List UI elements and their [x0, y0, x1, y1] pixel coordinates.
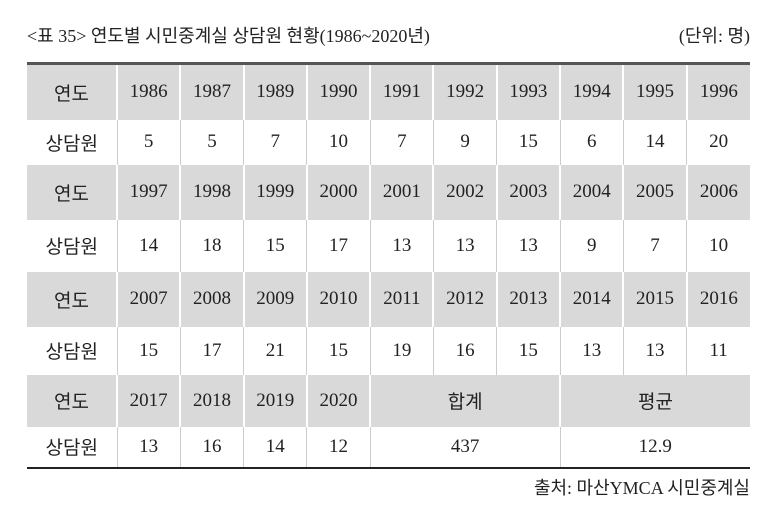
- cell: 12.9: [559, 426, 750, 468]
- cell: 14: [622, 119, 688, 165]
- cell: 14: [116, 219, 181, 272]
- cell: 13: [496, 219, 561, 272]
- cell: 1998: [179, 164, 245, 220]
- cell: 1989: [242, 63, 308, 120]
- cell: 13: [622, 326, 688, 375]
- cell: 2007: [115, 271, 182, 327]
- cell: 2006: [685, 164, 750, 220]
- cell: 2018: [179, 374, 245, 427]
- cell: 9: [432, 119, 498, 165]
- title: <표 35> 연도별 시민중계실 상담원 현황(1986~2020년): [27, 26, 430, 46]
- cell: 10: [686, 219, 750, 272]
- cell: 합계: [369, 374, 562, 427]
- cell: 15: [243, 219, 308, 272]
- cell: 2013: [495, 271, 562, 327]
- table: 연도 1986 1987 1989 1990 1991 1992 1993 1994 1995 19…: [27, 62, 750, 469]
- cell: 2008: [179, 271, 245, 327]
- cell: 437: [369, 426, 561, 468]
- cell: 2005: [622, 164, 688, 220]
- cell: 2000: [305, 164, 372, 220]
- cell: 1990: [305, 63, 372, 120]
- cell: 18: [179, 219, 245, 272]
- cell: 2010: [305, 271, 372, 327]
- cell: 7: [243, 119, 308, 165]
- cell: 17: [306, 219, 371, 272]
- table-row: 연도 1986 1987 1989 1990 1991 1992 1993 1994 1995 19…: [27, 63, 750, 120]
- cell: 1986: [115, 63, 182, 120]
- cell: 1995: [622, 63, 688, 120]
- cell: 10: [306, 119, 371, 165]
- cell: 16: [179, 426, 245, 468]
- table-row: 연도 2007 2008 2009 2010 2011 2012 2013 2014 2015 20…: [27, 271, 750, 327]
- cell: 1993: [495, 63, 562, 120]
- cell: 2019: [242, 374, 308, 427]
- row-header: 상담원: [27, 219, 118, 272]
- row-header: 상담원: [27, 119, 118, 165]
- cell: 7: [622, 219, 688, 272]
- cell: 2002: [432, 164, 498, 220]
- cell: 2009: [242, 271, 308, 327]
- row-header: 상담원: [27, 426, 118, 468]
- cell: 1999: [242, 164, 308, 220]
- cell: 13: [369, 219, 434, 272]
- table-row: 상담원 14 18 15 17 13 13 13 9 7 10: [27, 219, 750, 272]
- cell: 13: [432, 219, 498, 272]
- cell: 5: [179, 119, 245, 165]
- cell: 9: [559, 219, 624, 272]
- table-row: 연도 2017 2018 2019 2020 합계 평균: [27, 374, 750, 427]
- cell: 1997: [115, 164, 182, 220]
- cell: 13: [559, 326, 624, 375]
- cell: 15: [496, 119, 561, 165]
- cell: 2014: [559, 271, 625, 327]
- cell: 14: [243, 426, 308, 468]
- cell: 2003: [495, 164, 562, 220]
- cell: 1991: [369, 63, 435, 120]
- row-header: 연도: [27, 374, 118, 427]
- unit: (단위: 명): [678, 26, 750, 46]
- table-row: 상담원 13 16 14 12 437 12.9: [27, 426, 750, 468]
- cell: 평균: [559, 374, 750, 427]
- table-row: 상담원 15 17 21 15 19 16 15 13 13 11: [27, 326, 750, 375]
- cell: 17: [179, 326, 245, 375]
- row-header: 상담원: [27, 326, 118, 375]
- cell: 2016: [685, 271, 750, 327]
- cell: 6: [559, 119, 624, 165]
- cell: 1987: [179, 63, 245, 120]
- cell: 2011: [369, 271, 435, 327]
- cell: 16: [432, 326, 498, 375]
- cell: 1994: [559, 63, 625, 120]
- cell: 15: [306, 326, 371, 375]
- source: 출처: 마산YMCA 시민중계실: [533, 478, 750, 498]
- table-row: 상담원 5 5 7 10 7 9 15 6 14 20: [27, 119, 750, 165]
- cell: 11: [686, 326, 750, 375]
- cell: 2012: [432, 271, 498, 327]
- cell: 2017: [115, 374, 182, 427]
- cell: 2020: [305, 374, 372, 427]
- cell: 1996: [685, 63, 750, 120]
- cell: 12: [306, 426, 371, 468]
- row-header: 연도: [27, 63, 118, 120]
- cell: 2004: [559, 164, 625, 220]
- cell: 2001: [369, 164, 435, 220]
- cell: 5: [116, 119, 181, 165]
- cell: 20: [686, 119, 750, 165]
- row-header: 연도: [27, 164, 118, 220]
- cell: 21: [243, 326, 308, 375]
- cell: 13: [116, 426, 181, 468]
- cell: 1992: [432, 63, 498, 120]
- row-header: 연도: [27, 271, 118, 327]
- table-row: 연도 1997 1998 1999 2000 2001 2002 2003 2004 2005 20…: [27, 164, 750, 220]
- cell: 7: [369, 119, 434, 165]
- cell: 15: [496, 326, 561, 375]
- cell: 2015: [622, 271, 688, 327]
- cell: 19: [369, 326, 434, 375]
- cell: 15: [116, 326, 181, 375]
